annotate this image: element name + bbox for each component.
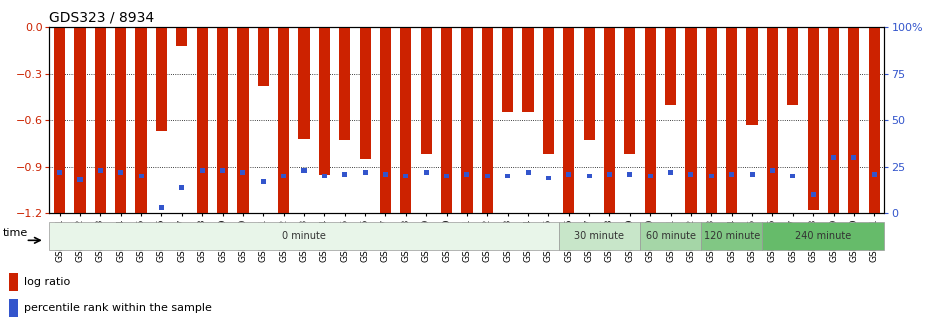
Bar	[868, 27, 880, 213]
Text: 240 minute: 240 minute	[795, 231, 851, 241]
Bar	[787, 27, 799, 104]
Bar	[607, 172, 612, 176]
Bar	[587, 174, 592, 178]
Bar	[668, 170, 673, 175]
Bar	[708, 174, 714, 178]
Bar	[319, 27, 330, 174]
Bar	[464, 172, 470, 176]
Bar	[200, 168, 204, 173]
Bar	[767, 27, 778, 213]
Bar	[220, 168, 225, 173]
Bar	[10, 299, 18, 317]
Bar	[444, 174, 449, 178]
Bar	[566, 172, 572, 176]
Bar	[383, 172, 388, 176]
Bar	[74, 27, 86, 213]
Bar	[872, 172, 877, 176]
Bar	[98, 168, 103, 173]
Bar	[502, 27, 514, 112]
Bar	[359, 27, 371, 159]
Bar	[749, 172, 754, 176]
Bar	[526, 170, 531, 175]
Bar	[156, 27, 167, 131]
Bar	[217, 27, 228, 213]
Bar	[807, 27, 819, 210]
Bar	[546, 176, 551, 180]
Bar	[522, 27, 534, 112]
Bar	[558, 222, 640, 250]
Bar	[543, 27, 554, 154]
Bar	[485, 174, 490, 178]
Bar	[342, 172, 347, 176]
Bar	[563, 27, 574, 213]
Bar	[57, 170, 62, 175]
Bar	[461, 27, 473, 213]
Text: log ratio: log ratio	[24, 277, 70, 287]
Bar	[299, 27, 310, 139]
Bar	[584, 27, 594, 140]
Bar	[810, 193, 816, 197]
Bar	[420, 27, 432, 154]
Bar	[321, 174, 327, 178]
Bar	[139, 174, 144, 178]
Bar	[441, 27, 452, 213]
Bar	[135, 27, 146, 213]
Bar	[831, 155, 836, 160]
Bar	[848, 27, 860, 213]
Bar	[238, 27, 248, 213]
Text: 120 minute: 120 minute	[704, 231, 760, 241]
Bar	[281, 174, 286, 178]
Bar	[180, 185, 184, 190]
Bar	[747, 27, 758, 125]
Bar	[763, 222, 884, 250]
Bar	[604, 27, 615, 213]
Bar	[686, 27, 696, 213]
Bar	[159, 205, 164, 210]
Bar	[706, 27, 717, 213]
Bar	[241, 170, 245, 175]
Bar	[648, 174, 652, 178]
Bar	[851, 155, 857, 160]
Text: 60 minute: 60 minute	[646, 231, 695, 241]
Bar	[482, 27, 493, 213]
Bar	[628, 172, 632, 176]
Bar	[689, 172, 693, 176]
Bar	[176, 27, 187, 46]
Bar	[624, 27, 635, 154]
Bar	[400, 27, 412, 213]
Text: 0 minute: 0 minute	[282, 231, 326, 241]
Bar	[301, 168, 306, 173]
Bar	[77, 177, 83, 182]
Bar	[701, 222, 763, 250]
Bar	[645, 27, 656, 213]
Bar	[261, 179, 266, 184]
Bar	[49, 222, 558, 250]
Bar	[424, 170, 429, 175]
Bar	[729, 172, 734, 176]
Bar	[379, 27, 391, 213]
Text: time: time	[3, 228, 29, 238]
Bar	[115, 27, 126, 213]
Bar	[278, 27, 289, 213]
Text: GDS323 / 8934: GDS323 / 8934	[49, 10, 155, 24]
Bar	[665, 27, 676, 104]
Bar	[790, 174, 795, 178]
Bar	[54, 27, 66, 213]
Bar	[118, 170, 124, 175]
Bar	[727, 27, 737, 213]
Bar	[505, 174, 510, 178]
Bar	[770, 168, 775, 173]
Bar	[403, 174, 408, 178]
Text: 30 minute: 30 minute	[574, 231, 624, 241]
Bar	[258, 27, 269, 86]
Text: percentile rank within the sample: percentile rank within the sample	[24, 303, 212, 313]
Bar	[197, 27, 207, 213]
Bar	[828, 27, 839, 213]
Bar	[340, 27, 350, 140]
Bar	[10, 273, 18, 291]
Bar	[95, 27, 106, 213]
Bar	[640, 222, 701, 250]
Bar	[362, 170, 368, 175]
